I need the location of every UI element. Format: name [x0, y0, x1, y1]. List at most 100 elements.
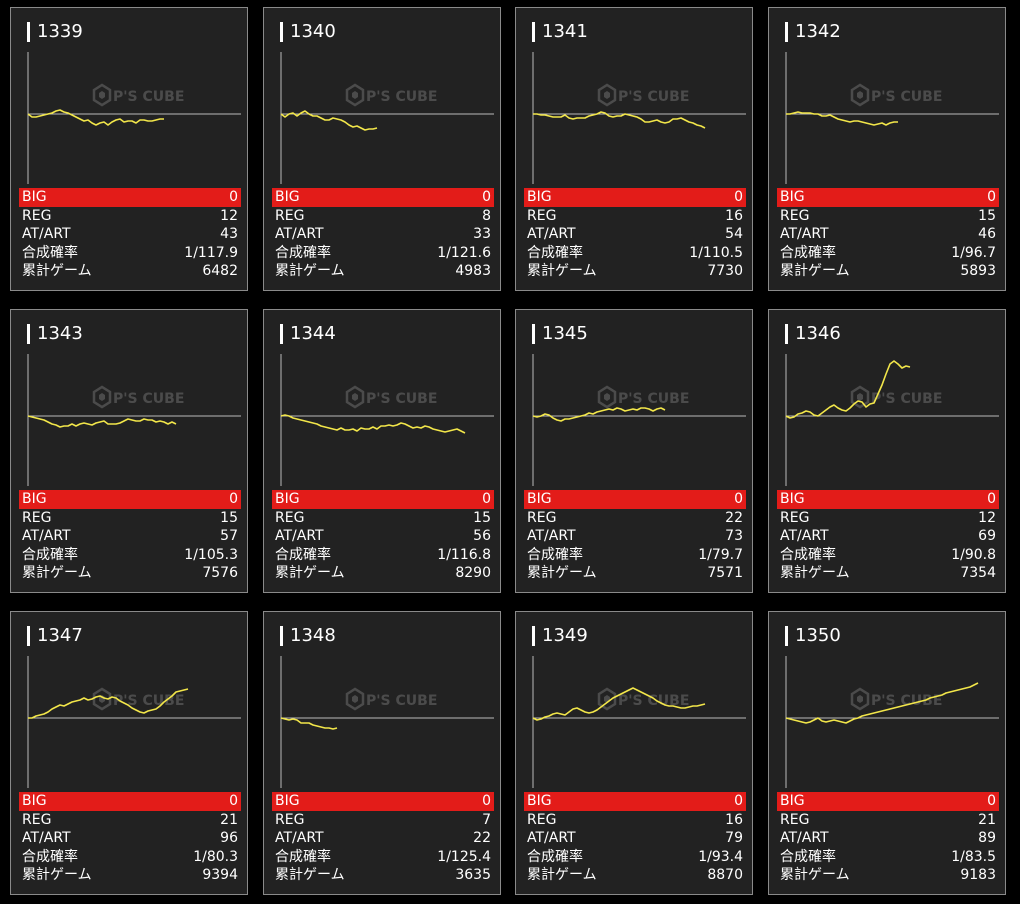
watermark-text: P'S CUBE: [113, 89, 184, 105]
stat-value: 54: [725, 226, 743, 243]
stat-label: 累計ゲーム: [275, 263, 345, 280]
title-marker: [280, 626, 283, 646]
big-row: BIG 0: [777, 792, 999, 811]
stat-value: 0: [734, 793, 743, 809]
title-marker: [280, 22, 283, 42]
stat-value: 8: [482, 207, 491, 224]
big-row: BIG 0: [524, 188, 746, 207]
stat-label: 合成確率: [527, 848, 583, 865]
total-games-row: 累計ゲーム 9183: [777, 866, 999, 885]
stat-value: 96: [220, 830, 238, 847]
stat-value: 0: [734, 189, 743, 205]
watermark-logo: P'S CUBE: [597, 687, 689, 711]
total-games-row: 累計ゲーム 6482: [19, 262, 241, 281]
machine-number: 1339: [37, 21, 83, 42]
stat-label: 合成確率: [527, 546, 583, 563]
stats-table: BIG 0 REG 21 AT/ART 96 合成確率 1/80.3 累計ゲーム 9394: [19, 792, 241, 885]
machine-card[interactable]: 1345 P'S CUBE BIG 0 REG 22 AT/ART 73 合成確率 1/79.7 累…: [515, 309, 753, 593]
machine-card[interactable]: 1350 P'S CUBE BIG 0 REG 21 AT/ART 89 合成確率 1/83.5 累…: [768, 611, 1006, 895]
slump-line: [532, 407, 666, 422]
stat-label: 累計ゲーム: [22, 867, 92, 884]
watermark-logo: P'S CUBE: [92, 385, 184, 409]
stat-label: REG: [780, 207, 810, 224]
stat-label: 累計ゲーム: [275, 867, 345, 884]
stats-table: BIG 0 REG 22 AT/ART 73 合成確率 1/79.7 累計ゲーム 7571: [524, 490, 746, 583]
stat-label: 合成確率: [527, 244, 583, 261]
stat-value: 1/83.5: [951, 848, 996, 865]
probability-row: 合成確率 1/105.3: [19, 546, 241, 565]
big-row: BIG 0: [272, 490, 494, 509]
cube-icon: [597, 83, 617, 107]
total-games-row: 累計ゲーム 7354: [777, 564, 999, 583]
stat-label: 合成確率: [275, 848, 331, 865]
cube-icon: [92, 687, 112, 711]
atart-row: AT/ART 56: [272, 527, 494, 546]
machine-card[interactable]: 1346 P'S CUBE BIG 0 REG 12 AT/ART 69 合成確率 1/90.8 累…: [768, 309, 1006, 593]
stat-value: 89: [978, 830, 996, 847]
stat-value: 15: [473, 509, 491, 526]
stat-label: 累計ゲーム: [780, 263, 850, 280]
slump-line: [785, 360, 911, 419]
stat-value: 22: [725, 509, 743, 526]
probability-row: 合成確率 1/96.7: [777, 244, 999, 263]
watermark-text: P'S CUBE: [618, 693, 689, 709]
cube-icon: [92, 385, 112, 409]
slump-graph: P'S CUBE: [27, 354, 241, 486]
cube-icon: [850, 385, 870, 409]
slump-graph: P'S CUBE: [532, 656, 746, 788]
stat-label: AT/ART: [22, 830, 71, 847]
watermark-text: P'S CUBE: [618, 89, 689, 105]
probability-row: 合成確率 1/125.4: [272, 848, 494, 867]
stat-label: BIG: [22, 491, 47, 507]
big-row: BIG 0: [19, 792, 241, 811]
stat-label: BIG: [527, 793, 552, 809]
stat-label: 累計ゲーム: [527, 565, 597, 582]
cube-inner-icon: [99, 393, 105, 401]
slump-graph: P'S CUBE: [785, 52, 999, 184]
stat-value: 0: [482, 189, 491, 205]
stat-value: 0: [229, 793, 238, 809]
stat-label: 累計ゲーム: [527, 867, 597, 884]
slump-line: [786, 111, 898, 126]
cube-inner-icon: [857, 91, 863, 99]
stat-value: 8870: [707, 867, 743, 884]
machine-card[interactable]: 1342 P'S CUBE BIG 0 REG 15 AT/ART 46 合成確率 1/96.7 累…: [768, 7, 1006, 291]
big-row: BIG 0: [272, 792, 494, 811]
slump-graph: P'S CUBE: [27, 656, 241, 788]
watermark-text: P'S CUBE: [113, 693, 184, 709]
stat-value: 7576: [202, 565, 238, 582]
machine-card[interactable]: 1343 P'S CUBE BIG 0 REG 15 AT/ART 57 合成確率 1/105.3…: [10, 309, 248, 593]
machine-card[interactable]: 1339 P'S CUBE BIG 0 REG 12 AT/ART 43 合成確率 1/117.9…: [10, 7, 248, 291]
probability-row: 合成確率 1/117.9: [19, 244, 241, 263]
title-marker: [532, 22, 535, 42]
stat-label: REG: [22, 207, 52, 224]
machine-card[interactable]: 1341 P'S CUBE BIG 0 REG 16 AT/ART 54 合成確率 1/110.5…: [515, 7, 753, 291]
watermark-logo: P'S CUBE: [597, 83, 689, 107]
watermark-logo: P'S CUBE: [850, 385, 942, 409]
slump-line: [280, 110, 378, 131]
slump-graph: P'S CUBE: [785, 656, 999, 788]
stat-label: 累計ゲーム: [780, 565, 850, 582]
title-marker: [27, 22, 30, 42]
stat-value: 56: [473, 528, 491, 545]
stat-label: AT/ART: [275, 226, 324, 243]
probability-row: 合成確率 1/121.6: [272, 244, 494, 263]
title-marker: [785, 324, 788, 344]
machine-card[interactable]: 1344 P'S CUBE BIG 0 REG 15 AT/ART 56 合成確率 1/116.8…: [263, 309, 501, 593]
stat-value: 0: [229, 189, 238, 205]
stat-value: 57: [220, 528, 238, 545]
stat-label: AT/ART: [22, 226, 71, 243]
slump-line: [27, 109, 164, 126]
atart-row: AT/ART 69: [777, 527, 999, 546]
machine-card[interactable]: 1349 P'S CUBE BIG 0 REG 16 AT/ART 79 合成確率 1/93.4 累…: [515, 611, 753, 895]
stat-label: 合成確率: [275, 546, 331, 563]
reg-row: REG 21: [777, 811, 999, 830]
machine-card[interactable]: 1348 P'S CUBE BIG 0 REG 7 AT/ART 22 合成確率 1/125.4 累…: [263, 611, 501, 895]
stat-label: 累計ゲーム: [527, 263, 597, 280]
cube-icon: [345, 385, 365, 409]
cube-icon: [345, 83, 365, 107]
machine-card[interactable]: 1347 P'S CUBE BIG 0 REG 21 AT/ART 96 合成確率 1/80.3 累…: [10, 611, 248, 895]
machine-number: 1350: [795, 625, 841, 646]
machine-card[interactable]: 1340 P'S CUBE BIG 0 REG 8 AT/ART 33 合成確率 1/121.6 累…: [263, 7, 501, 291]
probability-row: 合成確率 1/79.7: [524, 546, 746, 565]
